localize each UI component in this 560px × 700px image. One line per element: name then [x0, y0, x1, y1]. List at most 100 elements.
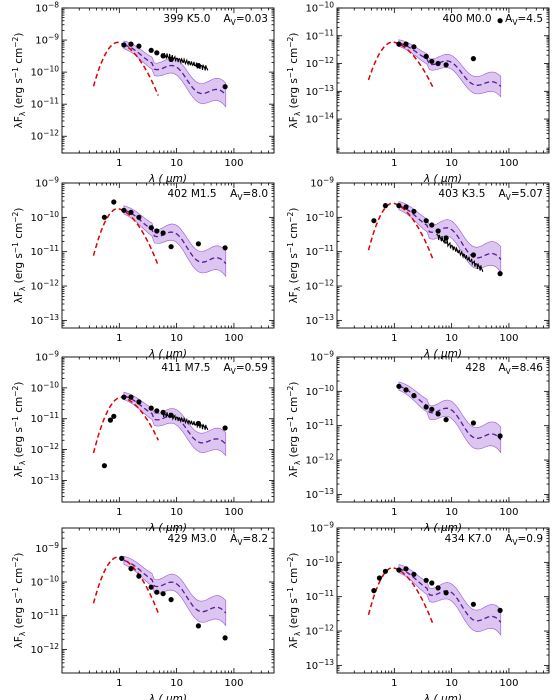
tick-label: 10−11	[30, 244, 59, 258]
median-model-line	[123, 209, 227, 265]
photometry-point	[168, 412, 174, 418]
photometry-point	[222, 425, 228, 431]
tick-label: 10−13	[305, 487, 334, 501]
photometry-point	[382, 203, 388, 209]
x-axis-label: λ ( μm)	[148, 173, 187, 185]
tick-label: 10−9	[35, 350, 59, 364]
tick-label: 10−9	[310, 521, 334, 535]
photometry-point	[470, 56, 476, 62]
photometry-point	[403, 41, 409, 47]
tick-label: 10−11	[30, 411, 59, 425]
photometry-point	[429, 58, 435, 64]
y-axis-label: λFλ (erg s−1 cm−2)	[286, 33, 302, 129]
irs-spectrum	[161, 53, 209, 71]
x-axis-label: λ ( μm)	[148, 693, 187, 700]
photometry-point	[470, 252, 476, 258]
median-model-line	[123, 44, 227, 96]
photometry-point	[382, 568, 388, 574]
x-tick-label: 100	[499, 678, 518, 689]
photometry-point	[136, 43, 142, 49]
tick-label: 10−10	[305, 555, 334, 569]
photometry-point	[435, 228, 441, 234]
tick-label: 10−11	[305, 28, 334, 42]
tick-label: 10−13	[30, 473, 59, 487]
photometry-point	[107, 417, 113, 423]
photometry-point	[121, 42, 127, 48]
photosphere-line	[92, 207, 159, 266]
model-range-band	[398, 381, 502, 454]
tick-label: 10−13	[305, 658, 334, 672]
photometry-point	[154, 50, 160, 56]
photometry-point	[119, 555, 125, 562]
x-tick-label: 1	[391, 158, 397, 169]
tick-label: 10−13	[30, 313, 59, 327]
photometry-point	[411, 208, 417, 214]
plot-area	[367, 18, 503, 98]
sed-panel-434: 1 10 100 10−13 10−12 10−11 10−10 10−9 AV=0.9 434 …	[286, 521, 550, 700]
tick-label: 10−9	[310, 350, 334, 364]
tick-label: 10−9	[35, 176, 59, 190]
tick-label: 10−11	[30, 608, 59, 622]
photometry-point	[423, 577, 429, 583]
sed-panel-429: 1 10 100 10−12 10−11 10−10 10−9 AV=8.2 429 M3.0 λ…	[11, 527, 275, 700]
tick-label: 10−9	[35, 541, 59, 555]
plot-area	[92, 40, 228, 108]
source-id-spt-label: 428	[465, 362, 485, 374]
x-tick-label: 1	[391, 678, 397, 689]
plot-area	[396, 381, 503, 454]
plot-area	[367, 201, 503, 277]
photometry-point	[429, 580, 435, 586]
photometry-point	[376, 575, 382, 581]
tick-label: 10−10	[305, 210, 334, 224]
tick-label: 10−9	[310, 176, 334, 190]
photometry-point	[423, 404, 429, 410]
source-id-spt-label: 434 K7.0	[445, 533, 492, 545]
sed-panel-403: 1 10 100 10−13 10−12 10−11 10−10 10−9 AV=5.07 403…	[286, 176, 550, 360]
x-tick-label: 1	[116, 678, 122, 689]
photometry-point	[443, 417, 449, 423]
tick-label: 10−8	[35, 1, 59, 15]
tick-label: 10−10	[30, 380, 59, 394]
tick-label: 10−14	[305, 112, 334, 126]
photometry-point	[429, 222, 435, 228]
x-tick-label: 10	[170, 158, 183, 169]
tick-label: 10−10	[30, 210, 59, 224]
photometry-point	[136, 399, 142, 405]
x-tick-label: 10	[170, 507, 183, 518]
tick-label: 10−10	[30, 575, 59, 589]
sed-panel-402: 1 10 100 10−13 10−12 10−11 10−10 10−9 AV=8.0 402 …	[11, 176, 275, 360]
tick-label: 10−12	[30, 279, 59, 293]
photometry-point	[195, 241, 201, 247]
extinction-label: AV=0.9	[505, 533, 543, 547]
photometry-point	[160, 53, 166, 59]
y-axis-label: λFλ (erg s−1 cm−2)	[11, 33, 27, 129]
photometry-point	[160, 409, 166, 415]
sed-panel-411: 1 10 100 10−13 10−12 10−11 10−10 10−9 AV=0.59 411…	[11, 350, 275, 534]
photometry-point	[148, 47, 154, 53]
photometry-point	[160, 591, 166, 597]
tick-label: 10−12	[305, 56, 334, 70]
x-tick-label: 1	[116, 333, 122, 344]
photometry-point	[101, 214, 107, 220]
photometry-point	[111, 199, 117, 205]
source-id-spt-label: 429 M3.0	[167, 533, 216, 545]
x-tick-label: 100	[224, 158, 243, 169]
photometry-point	[136, 214, 142, 220]
extinction-label: AV=8.2	[230, 533, 268, 547]
photometry-point	[111, 413, 117, 419]
axes-frame	[336, 527, 550, 674]
photometry-point	[128, 41, 134, 47]
tick-label: 10−12	[30, 642, 59, 656]
photometry-point	[148, 225, 154, 231]
photosphere-line	[92, 41, 159, 96]
photometry-point	[195, 420, 201, 427]
photometry-point	[403, 387, 409, 393]
photometry-point	[411, 44, 417, 50]
photosphere-line	[367, 202, 434, 261]
plot-area	[92, 555, 228, 641]
median-model-line	[398, 567, 502, 623]
x-tick-label: 100	[224, 333, 243, 344]
x-tick-label: 10	[170, 678, 183, 689]
sed-panel-399: 1 10 100 10−12 10−11 10−10 10−9 10−8 AV=0.03 399 …	[11, 1, 275, 185]
tick-label: 10−9	[35, 33, 59, 47]
